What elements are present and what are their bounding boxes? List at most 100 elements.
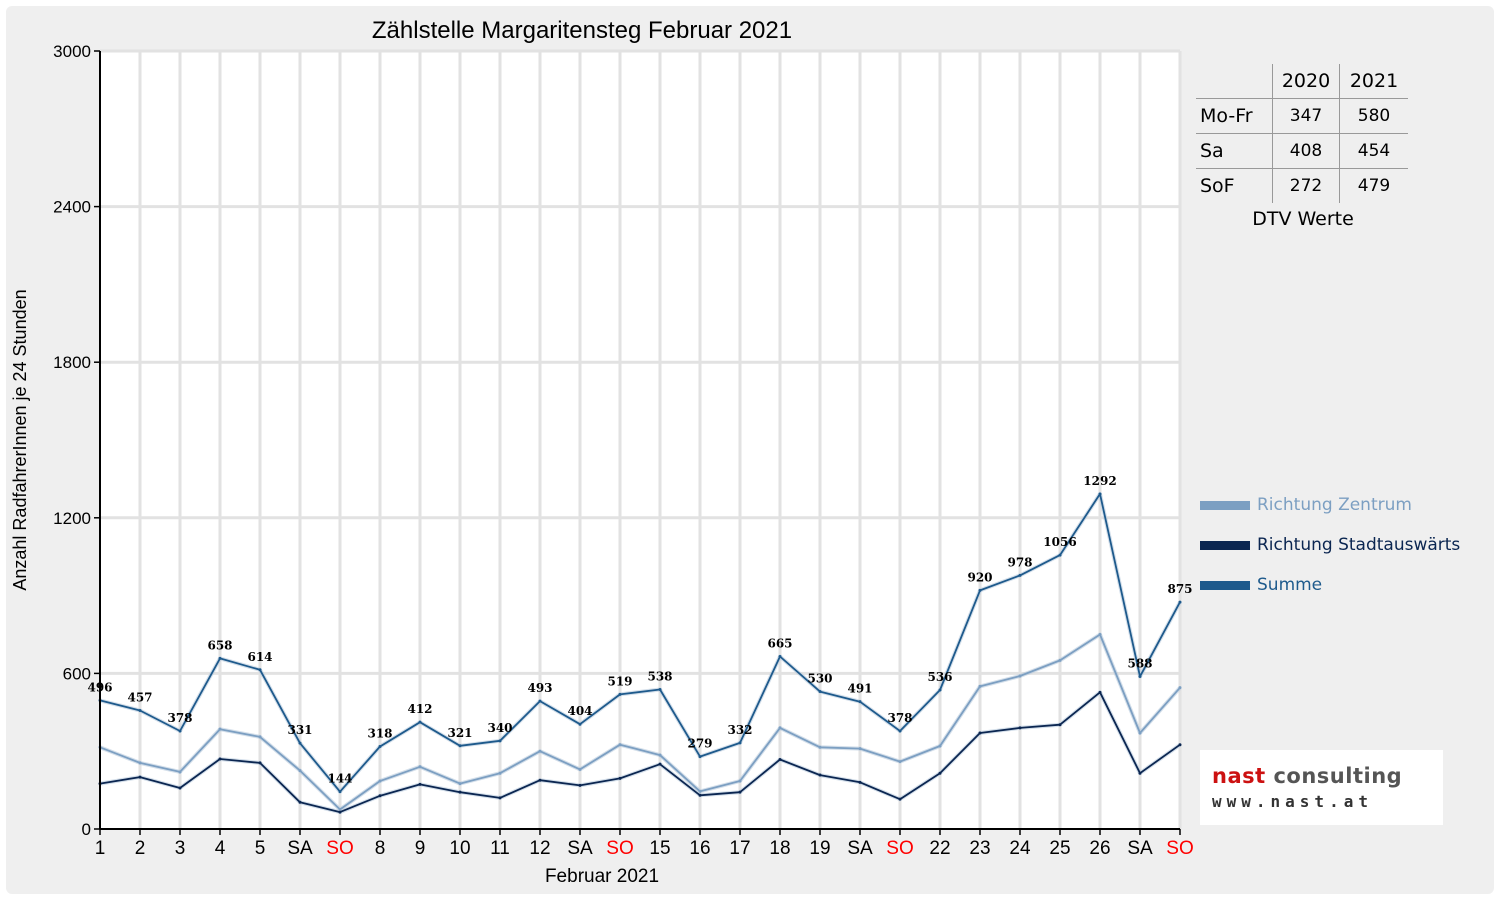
series-point (458, 744, 462, 748)
series-point (538, 778, 542, 782)
series-point (978, 731, 982, 735)
series-point (258, 668, 262, 672)
data-label: 530 (807, 672, 832, 686)
x-tick-label: SO (606, 838, 633, 859)
series-point (1138, 675, 1142, 679)
series-point (458, 790, 462, 794)
dtv-cell-2021: 580 (1339, 98, 1408, 134)
dtv-header-row: 2020 2021 (1196, 64, 1408, 99)
grid (100, 49, 1182, 829)
series-point (578, 722, 582, 726)
series-point (818, 745, 822, 749)
x-tick-label: SO (886, 838, 913, 859)
y-tick-label: 1800 (53, 353, 91, 372)
dtv-header-2021: 2021 (1339, 64, 1408, 99)
series-point (458, 782, 462, 786)
dtv-row-label: SoF (1196, 168, 1273, 203)
data-label: 1056 (1043, 535, 1076, 549)
series-point (258, 761, 262, 765)
data-labels: 4964573786586143311443184123213404934045… (87, 474, 1192, 786)
series-point (978, 588, 982, 592)
x-tick-label: 4 (215, 838, 226, 859)
x-axis-title: Februar 2021 (545, 866, 659, 887)
y-tick-label: 0 (82, 820, 91, 839)
x-tick-label: SO (326, 838, 353, 859)
series-point (498, 796, 502, 800)
series-line-0 (99, 633, 1181, 811)
series-point (938, 771, 942, 775)
chart-title: Zählstelle Margaritensteg Februar 2021 (372, 17, 792, 44)
legend-swatch-zentrum (1200, 501, 1250, 510)
x-tick-label: SA (287, 838, 313, 859)
x-tick-label: 23 (969, 838, 990, 859)
x-tick-label: 17 (729, 838, 750, 859)
series-point (338, 790, 342, 794)
series-point (938, 744, 942, 748)
series-point (378, 794, 382, 798)
data-label: 457 (127, 690, 152, 704)
x-tick-label: 8 (375, 838, 386, 859)
y-tick-label: 3000 (53, 42, 91, 61)
series-point (1178, 686, 1182, 690)
series-point (538, 749, 542, 753)
data-label: 412 (407, 702, 432, 716)
series-point (898, 797, 902, 801)
series-point (1138, 771, 1142, 775)
series-point (138, 775, 142, 779)
legend-label-stadtauswaerts: Richtung Stadtauswärts (1257, 535, 1461, 555)
x-tick-label: 15 (649, 838, 670, 859)
series-point (1018, 674, 1022, 678)
y-axis-title: Anzahl RadfahrerInnen je 24 Stunden (10, 289, 30, 590)
series-point (778, 726, 782, 730)
series-line-2 (99, 492, 1181, 793)
data-label: 536 (927, 670, 952, 684)
series-point (738, 779, 742, 783)
series-line-1 (99, 691, 1181, 813)
x-tick-label: 26 (1089, 838, 1110, 859)
x-tick-label: 16 (689, 838, 710, 859)
series-point (898, 760, 902, 764)
x-tick-label: 19 (809, 838, 830, 859)
data-label: 920 (967, 570, 992, 584)
series-lines (98, 491, 1182, 815)
dtv-header-2020: 2020 (1272, 64, 1340, 99)
dtv-cell-2021: 454 (1339, 133, 1408, 169)
x-tick-label: SA (567, 838, 593, 859)
series-point (1058, 658, 1062, 662)
series-point (698, 793, 702, 797)
series-point (818, 690, 822, 694)
x-tick-label: 9 (415, 838, 426, 859)
series-point (618, 776, 622, 780)
x-tick-label: 11 (490, 838, 510, 859)
series-point (1178, 600, 1182, 604)
series-point (1098, 690, 1102, 694)
series-point (1058, 723, 1062, 727)
x-tick-label: 24 (1009, 838, 1031, 859)
data-label: 875 (1167, 582, 1192, 596)
data-label: 378 (167, 711, 192, 725)
data-label: 588 (1127, 657, 1152, 671)
series-point (178, 729, 182, 733)
x-tick-label: SA (847, 838, 873, 859)
series-point (1098, 492, 1102, 496)
series-point (218, 757, 222, 761)
y-tick-label: 2400 (53, 198, 91, 217)
data-label: 404 (567, 704, 592, 718)
y-tick-label: 1200 (53, 509, 91, 528)
dtv-cell-2021: 479 (1339, 168, 1408, 203)
series-point (218, 727, 222, 731)
series-point (1098, 633, 1102, 636)
data-label: 340 (487, 721, 512, 735)
data-label: 331 (287, 723, 312, 737)
data-label: 144 (327, 772, 352, 786)
series-point (658, 762, 662, 766)
dtv-table: 2020 2021 Mo-Fr 347 580 Sa 408 454 SoF 2… (1196, 64, 1408, 203)
legend-label-summe: Summe (1257, 575, 1323, 595)
series-point (378, 779, 382, 783)
series-point (738, 790, 742, 794)
x-tick-label: 5 (255, 838, 266, 859)
series-point (498, 771, 502, 775)
dtv-header-corner (1196, 64, 1273, 99)
logo-brand-nast: nast (1212, 764, 1266, 788)
